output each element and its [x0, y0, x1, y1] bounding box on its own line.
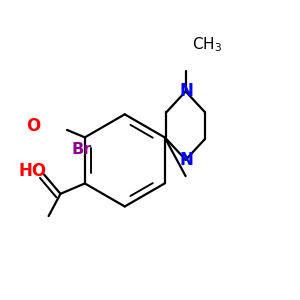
Text: N: N	[179, 82, 193, 100]
Text: Br: Br	[72, 142, 92, 157]
Text: HO: HO	[19, 162, 47, 180]
Text: O: O	[26, 117, 40, 135]
Text: CH$_3$: CH$_3$	[192, 35, 222, 54]
Text: N: N	[179, 151, 193, 169]
